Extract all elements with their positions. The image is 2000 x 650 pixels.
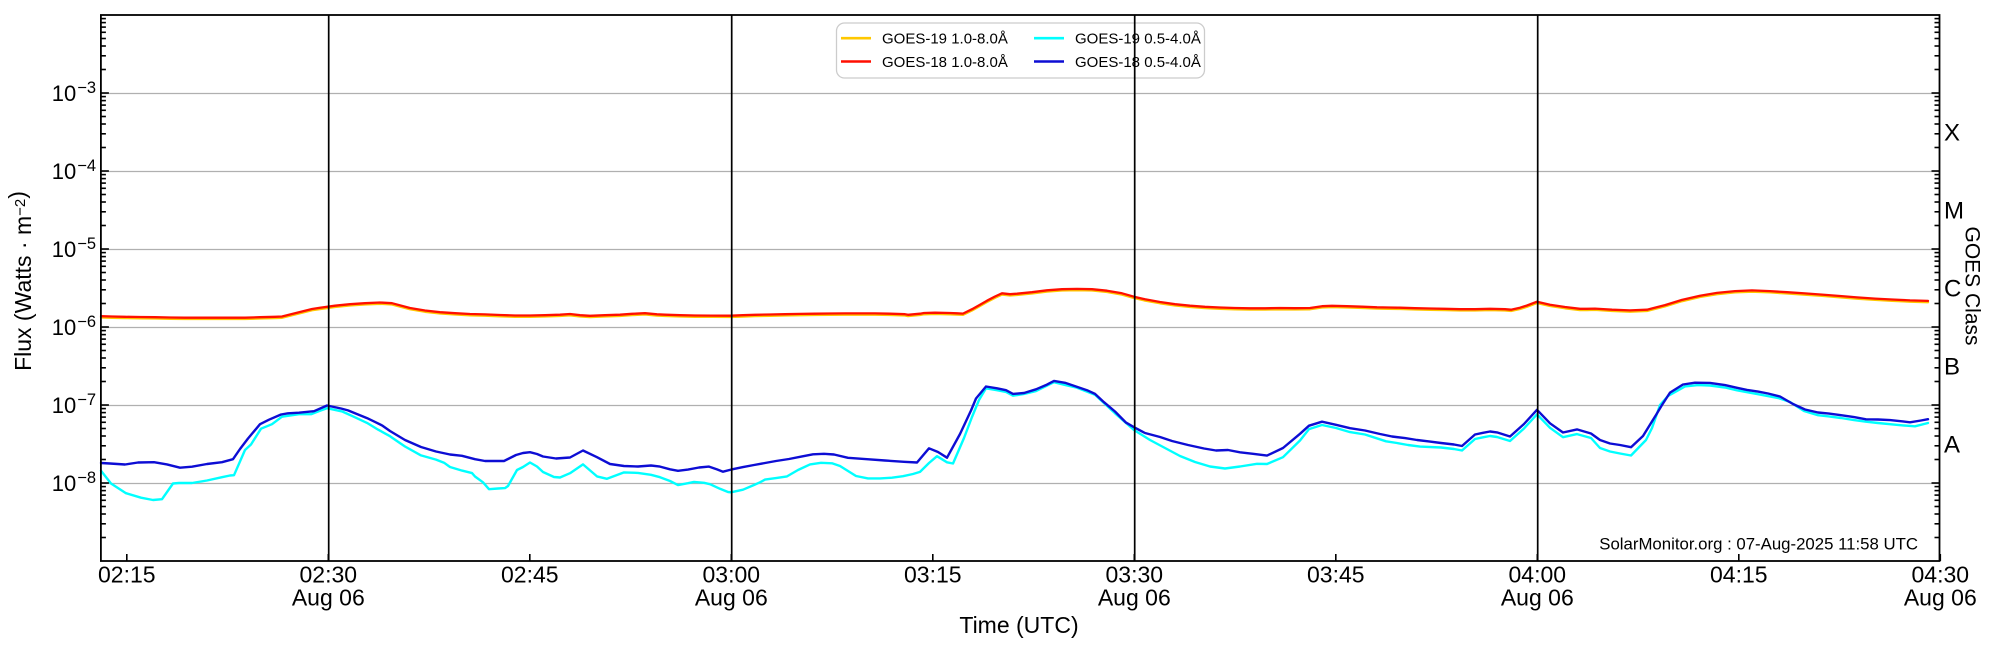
svg-text:GOES-19 0.5-4.0Å: GOES-19 0.5-4.0Å bbox=[1075, 31, 1201, 48]
svg-text:03:15: 03:15 bbox=[904, 561, 962, 587]
svg-text:C: C bbox=[1944, 276, 1961, 303]
svg-text:Time (UTC): Time (UTC) bbox=[959, 612, 1078, 638]
svg-text:SolarMonitor.org : 07-Aug-2025: SolarMonitor.org : 07-Aug-2025 11:58 UTC bbox=[1599, 535, 1918, 554]
svg-text:A: A bbox=[1944, 432, 1960, 459]
svg-text:GOES-18 0.5-4.0Å: GOES-18 0.5-4.0Å bbox=[1075, 54, 1201, 71]
svg-text:04:00: 04:00 bbox=[1509, 561, 1567, 587]
svg-text:M: M bbox=[1944, 198, 1964, 225]
svg-text:X: X bbox=[1944, 120, 1960, 147]
svg-text:02:45: 02:45 bbox=[501, 561, 559, 587]
svg-text:GOES-19 1.0-8.0Å: GOES-19 1.0-8.0Å bbox=[882, 31, 1008, 48]
svg-text:Aug 06: Aug 06 bbox=[1904, 585, 1977, 611]
svg-text:10−5: 10−5 bbox=[52, 235, 96, 262]
svg-text:10−8: 10−8 bbox=[52, 469, 96, 496]
svg-text:Aug 06: Aug 06 bbox=[1098, 585, 1171, 611]
svg-text:02:30: 02:30 bbox=[300, 561, 358, 587]
svg-text:GOES-18 1.0-8.0Å: GOES-18 1.0-8.0Å bbox=[882, 54, 1008, 71]
svg-text:04:15: 04:15 bbox=[1710, 561, 1768, 587]
svg-text:02:15: 02:15 bbox=[98, 561, 156, 587]
svg-text:10−4: 10−4 bbox=[52, 157, 96, 184]
svg-text:03:30: 03:30 bbox=[1106, 561, 1164, 587]
svg-text:Aug 06: Aug 06 bbox=[292, 585, 365, 611]
svg-text:10−7: 10−7 bbox=[52, 391, 96, 418]
svg-text:03:45: 03:45 bbox=[1307, 561, 1365, 587]
svg-text:04:30: 04:30 bbox=[1912, 561, 1970, 587]
svg-text:GOES Class: GOES Class bbox=[1961, 226, 1984, 345]
svg-text:Flux (Watts · m−2): Flux (Watts · m−2) bbox=[4, 191, 36, 371]
svg-text:Aug 06: Aug 06 bbox=[695, 585, 768, 611]
svg-text:B: B bbox=[1944, 354, 1960, 381]
svg-text:03:00: 03:00 bbox=[703, 561, 761, 587]
svg-text:Aug 06: Aug 06 bbox=[1501, 585, 1574, 611]
